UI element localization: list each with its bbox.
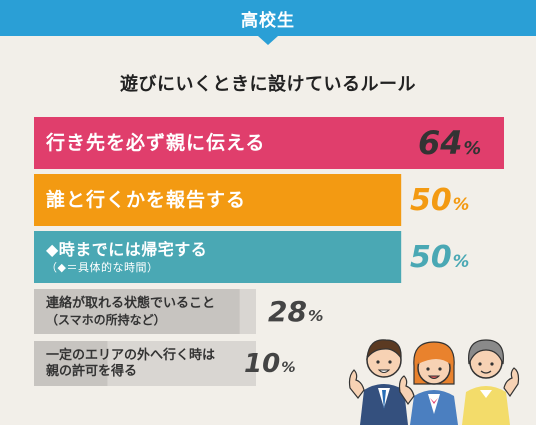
- bar-label-text: 行き先を必ず親に伝える: [46, 131, 266, 154]
- value-unit: %: [281, 359, 296, 376]
- bar-2: [34, 174, 402, 226]
- value-number: 10: [244, 348, 281, 379]
- value-number: 50: [410, 239, 452, 275]
- bar-label-1: 行き先を必ず親に伝える: [46, 132, 265, 155]
- girl-figure: [398, 341, 458, 425]
- value-label-1: 64%: [418, 124, 481, 162]
- bar-sublabel: （◆＝具体的な時間）: [46, 261, 159, 275]
- bar-label-text: 誰と行くかを報告する: [46, 188, 247, 211]
- bar-4: [34, 289, 240, 334]
- bar-label-text: 連絡が取れる状態でいること: [46, 295, 216, 311]
- header-banner: 高校生: [0, 0, 536, 36]
- bar-label-3: ◆時までには帰宅する （◆＝具体的な時間）: [46, 240, 207, 274]
- value-number: 28: [268, 295, 307, 328]
- bar-5: [34, 341, 108, 386]
- value-label-2: 50%: [410, 183, 469, 218]
- value-label-4: 28%: [268, 295, 323, 328]
- value-label-3: 50%: [410, 240, 469, 275]
- bar-label-2: 誰と行くかを報告する: [46, 189, 246, 212]
- value-label-5: 10%: [244, 349, 296, 379]
- bar-label-text: 一定のエリアの外へ行く時は 親の許可を得る: [46, 348, 216, 379]
- header-notch: [258, 36, 278, 45]
- bar-label-5: 一定のエリアの外へ行く時は 親の許可を得る: [46, 348, 215, 379]
- bar-label-text: ◆時までには帰宅する: [46, 240, 208, 259]
- bar-label-4: 連絡が取れる状態でいること （スマホの所持など）: [46, 296, 215, 328]
- value-unit: %: [452, 251, 470, 271]
- value-number: 64: [418, 124, 463, 162]
- boy-figure: [348, 339, 408, 425]
- header-title: 高校生: [241, 10, 295, 31]
- value-number: 50: [410, 182, 452, 218]
- value-unit: %: [307, 307, 324, 325]
- bar-1: [34, 117, 504, 169]
- woman-figure: [462, 339, 520, 425]
- bar-3: [34, 231, 402, 283]
- value-unit: %: [463, 139, 482, 159]
- students-illustration: [348, 339, 520, 425]
- chart-title: 遊びにいくときに設けているルール: [120, 74, 416, 95]
- bar-sublabel: （スマホの所持など）: [46, 313, 166, 328]
- value-unit: %: [452, 194, 470, 214]
